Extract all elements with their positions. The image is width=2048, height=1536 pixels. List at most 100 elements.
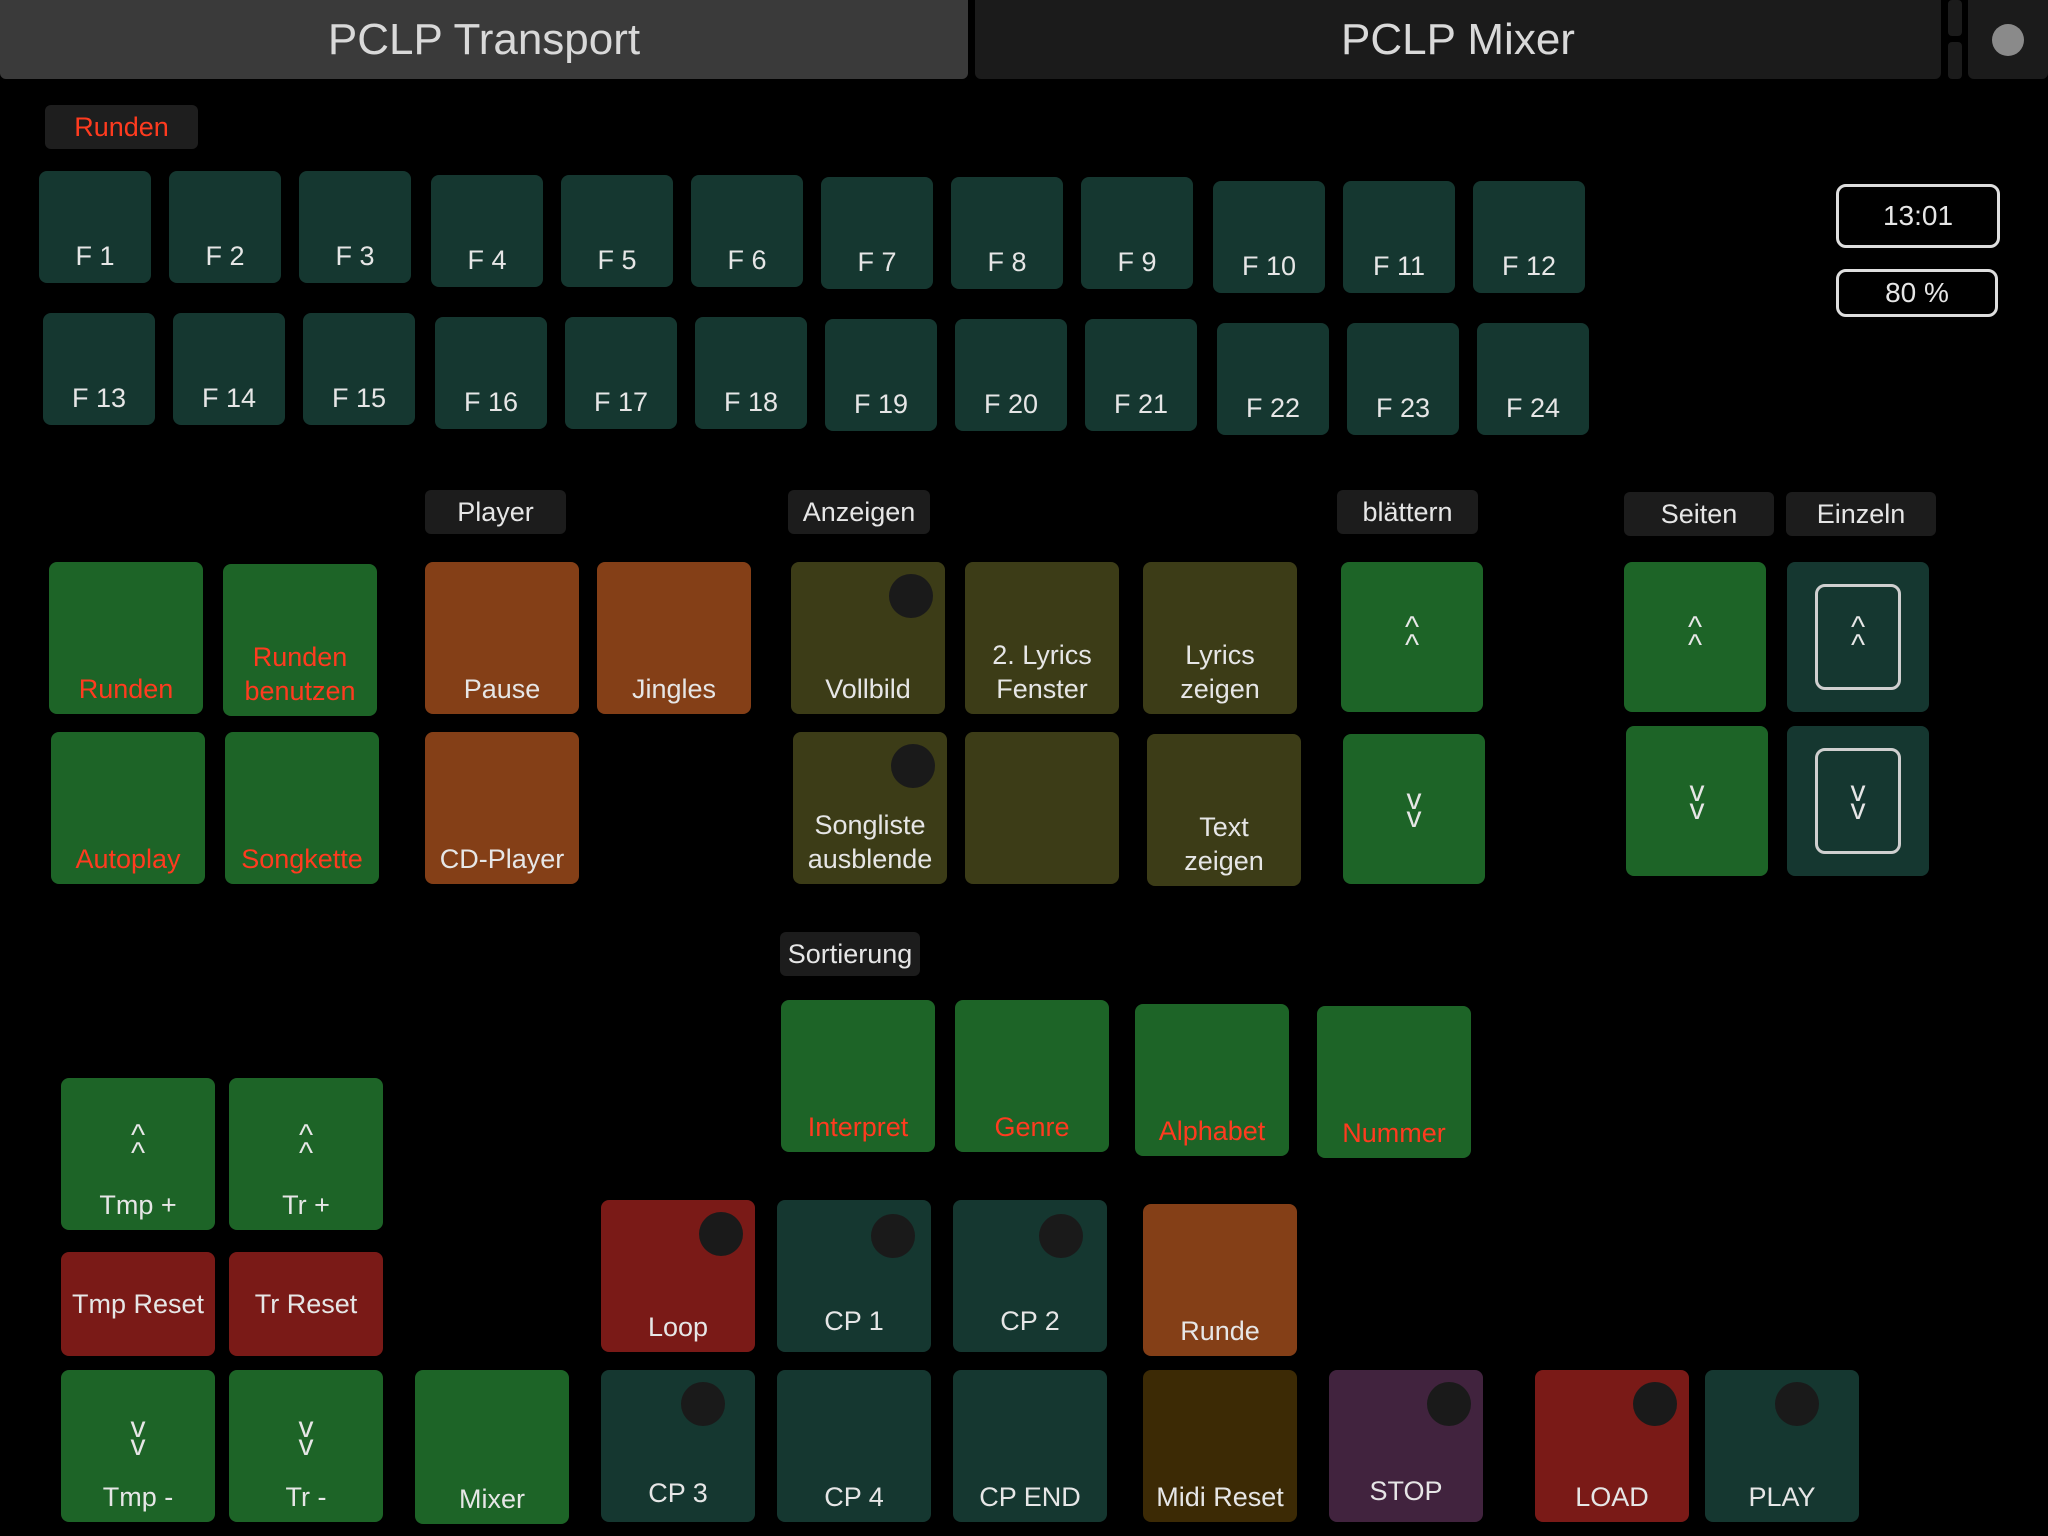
button-label-line1: Songliste [814,810,926,840]
genre-button[interactable]: Genre [955,1000,1109,1152]
fkey-21[interactable]: F 21 [1085,319,1197,431]
time-display: 13:01 [1836,184,2000,248]
interpret-button[interactable]: Interpret [781,1000,935,1152]
tmp-reset-button[interactable]: Tmp Reset [61,1252,215,1356]
indicator-dot-icon [1633,1382,1677,1426]
fkey-22[interactable]: F 22 [1217,323,1329,435]
button-label: Nummer [1342,1118,1446,1148]
fkey-18[interactable]: F 18 [695,317,807,429]
indicator-dot-icon [1427,1382,1471,1426]
stop-button[interactable]: STOP [1329,1370,1483,1522]
fkey-23[interactable]: F 23 [1347,323,1459,435]
midi-reset-button[interactable]: Midi Reset [1143,1370,1297,1522]
nummer-button[interactable]: Nummer [1317,1006,1471,1158]
runde-button[interactable]: Runde [1143,1204,1297,1356]
lyrics-fenster-button[interactable]: 2. Lyrics Fenster [965,562,1119,714]
status-dot-button[interactable] [1968,0,2048,79]
songkette-button[interactable]: Songkette [225,732,379,884]
button-label: Interpret [807,1112,909,1142]
tr-minus-button[interactable]: v v Tr - [229,1370,383,1522]
fkey-1[interactable]: F 1 [39,171,151,283]
fkey-label: F 7 [857,247,897,277]
fkey-20[interactable]: F 20 [955,319,1067,431]
lyrics-zeigen-button[interactable]: Lyrics zeigen [1143,562,1297,714]
button-label: CP 3 [648,1478,708,1508]
cd-player-button[interactable]: CD-Player [425,732,579,884]
play-button[interactable]: PLAY [1705,1370,1859,1522]
alphabet-button[interactable]: Alphabet [1135,1004,1289,1156]
button-label: Genre [994,1112,1070,1142]
tr-plus-button[interactable]: ^ ^ Tr + [229,1078,383,1230]
button-label: CD-Player [439,844,565,874]
fkey-14[interactable]: F 14 [173,313,285,425]
button-label: STOP [1369,1476,1443,1506]
autoplay-button[interactable]: Autoplay [51,732,205,884]
fkey-label: F 13 [71,383,127,413]
fkey-4[interactable]: F 4 [431,175,543,287]
einzeln-up-button[interactable]: ^ ^ [1787,562,1929,712]
tab-separator-bottom [1948,42,1962,79]
tab-pclp-mixer[interactable]: PCLP Mixer [975,0,1941,79]
fkey-12[interactable]: F 12 [1473,181,1585,293]
loop-button[interactable]: Loop [601,1200,755,1352]
fkey-8[interactable]: F 8 [951,177,1063,289]
fkey-10[interactable]: F 10 [1213,181,1325,293]
fkey-label: F 24 [1505,393,1561,423]
text-zeigen-button[interactable]: Text zeigen [1147,734,1301,886]
double-chevron-up-icon: ^ ^ [1687,611,1703,662]
fkey-3[interactable]: F 3 [299,171,411,283]
runden-benutzen-button[interactable]: Runden benutzen [223,564,377,716]
button-label: Tr + [282,1190,330,1220]
cp3-button[interactable]: CP 3 [601,1370,755,1522]
button-label: Midi Reset [1156,1482,1284,1512]
load-button[interactable]: LOAD [1535,1370,1689,1522]
fkey-9[interactable]: F 9 [1081,177,1193,289]
fkey-2[interactable]: F 2 [169,171,281,283]
fkey-label: F 19 [853,389,909,419]
tmp-minus-button[interactable]: v v Tmp - [61,1370,215,1522]
seiten-up-button[interactable]: ^ ^ [1624,562,1766,712]
fkey-label: F 11 [1372,251,1426,281]
button-label: Autoplay [75,844,181,874]
tab-pclp-transport[interactable]: PCLP Transport [0,0,968,79]
tmp-plus-button[interactable]: ^ ^ Tmp + [61,1078,215,1230]
fkey-15[interactable]: F 15 [303,313,415,425]
button-label: Songkette [241,844,363,874]
fkey-label: F 8 [987,247,1027,277]
fkey-label: F 15 [331,383,387,413]
fkey-6[interactable]: F 6 [691,175,803,287]
fkey-7[interactable]: F 7 [821,177,933,289]
button-label: Tmp Reset [71,1289,205,1319]
vollbild-button[interactable]: Vollbild [791,562,945,714]
cp-end-button[interactable]: CP END [953,1370,1107,1522]
button-label-line2: zeigen [1180,674,1260,704]
fkey-17[interactable]: F 17 [565,317,677,429]
button-label: Tr Reset [254,1289,358,1319]
fkey-16[interactable]: F 16 [435,317,547,429]
cp2-button[interactable]: CP 2 [953,1200,1107,1352]
label-anzeigen: Anzeigen [788,490,930,534]
pause-button[interactable]: Pause [425,562,579,714]
blaettern-up-button[interactable]: ^ ^ [1341,562,1483,712]
fkey-label: F 20 [983,389,1039,419]
fkey-5[interactable]: F 5 [561,175,673,287]
tr-reset-button[interactable]: Tr Reset [229,1252,383,1356]
button-label-line1: Runden [252,642,348,672]
cp1-button[interactable]: CP 1 [777,1200,931,1352]
fkey-24[interactable]: F 24 [1477,323,1589,435]
mixer-button[interactable]: Mixer [415,1370,569,1524]
fkey-11[interactable]: F 11 [1343,181,1455,293]
cp4-button[interactable]: CP 4 [777,1370,931,1522]
fkey-13[interactable]: F 13 [43,313,155,425]
songliste-ausblenden-button[interactable]: Songliste ausblende [793,732,947,884]
empty-anzeigen-button[interactable] [965,732,1119,884]
runden-button[interactable]: Runden [49,562,203,714]
jingles-button[interactable]: Jingles [597,562,751,714]
button-label: Pause [463,674,541,704]
fkey-19[interactable]: F 19 [825,319,937,431]
